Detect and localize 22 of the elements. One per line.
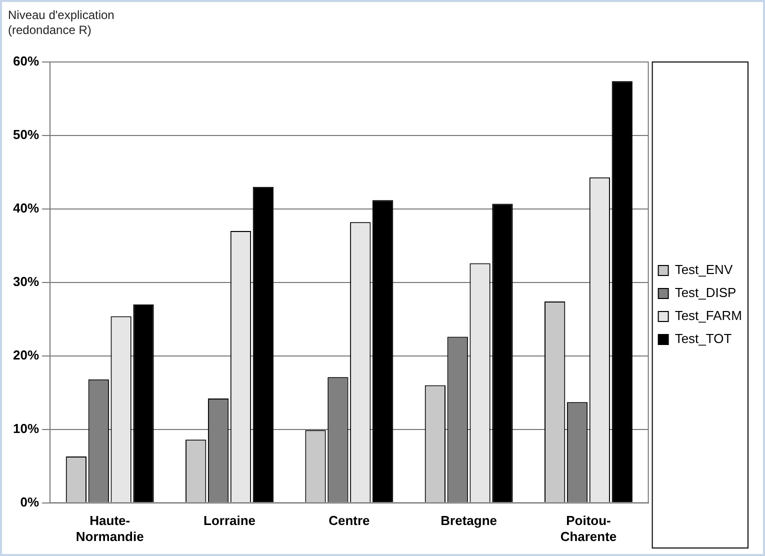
- y-tick-label: 30%: [12, 274, 40, 289]
- y-tick-label: 60%: [12, 54, 40, 69]
- x-tick-label: Bretagne: [440, 513, 498, 528]
- y-tick-label: 50%: [12, 127, 40, 142]
- legend-label: Test_TOT: [674, 331, 732, 346]
- x-tick-label: Haute-Normandie: [76, 513, 144, 544]
- bar: [372, 200, 394, 502]
- legend-label: Test_DISP: [674, 285, 736, 300]
- bar: [252, 186, 274, 502]
- legend-label: Test_FARM: [674, 308, 742, 324]
- y-tick-label: 20%: [12, 347, 40, 362]
- bar: [612, 81, 632, 502]
- y-axis-title: Niveau d'explication (redondance R): [8, 8, 116, 38]
- y-tick-label: 0%: [20, 494, 40, 510]
- y-tick-label: 10%: [12, 420, 40, 436]
- x-tick-label: Lorraine: [204, 513, 256, 528]
- bar: [133, 304, 154, 502]
- y-tick-label: 40%: [12, 200, 40, 216]
- x-tick-label: Poitou-Charente: [560, 513, 617, 544]
- bar: [492, 204, 513, 502]
- x-tick-label: Centre: [328, 513, 370, 528]
- legend-label: Test_ENV: [674, 262, 733, 278]
